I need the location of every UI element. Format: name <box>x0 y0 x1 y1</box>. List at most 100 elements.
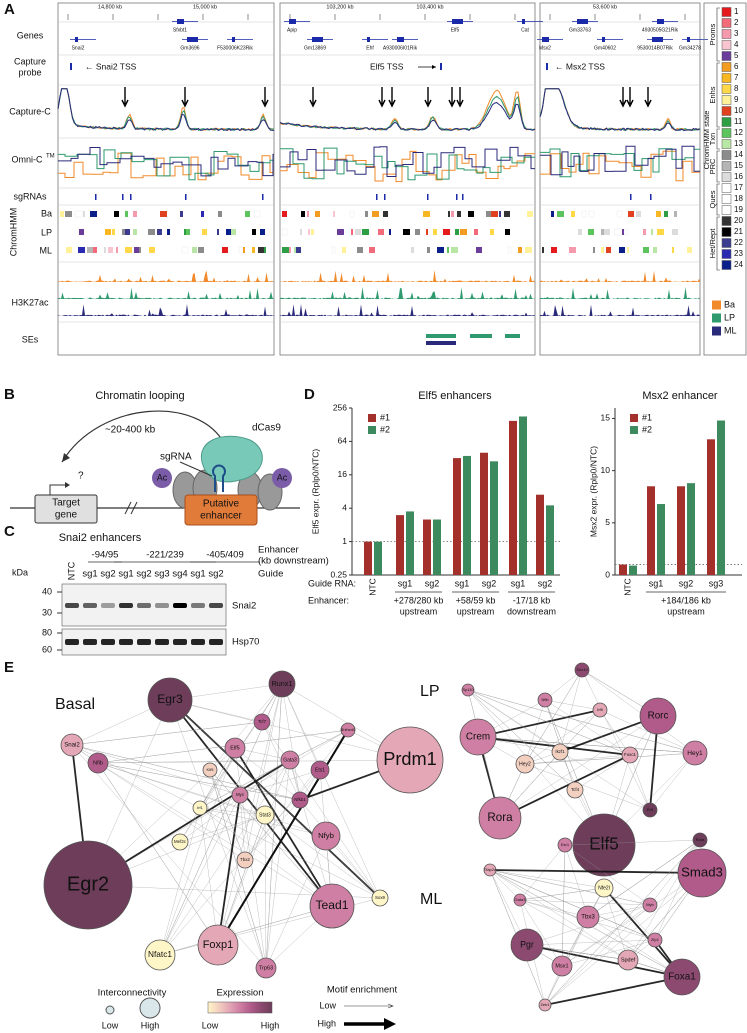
network-edge <box>581 669 696 754</box>
y-tick-label: 1 <box>342 536 347 546</box>
network-edge <box>217 814 266 946</box>
state-group: Het/Rept <box>708 228 717 259</box>
network-edge <box>526 944 683 978</box>
chromhmm-segment <box>180 211 183 217</box>
node-label: Sox9 <box>375 895 386 900</box>
network-node <box>647 932 663 948</box>
size-key <box>105 1005 115 1015</box>
state-label: 23 <box>734 249 743 258</box>
network-edge <box>561 844 566 967</box>
network-node <box>594 878 614 898</box>
network-edge <box>97 762 266 816</box>
network-node <box>268 670 296 698</box>
network-edge <box>489 869 656 941</box>
super-enhancer <box>470 334 492 338</box>
tss-bent-arrow <box>49 484 68 495</box>
chromhmm-segment <box>282 247 289 253</box>
network-edge <box>265 759 291 969</box>
state-label: 10 <box>734 106 743 115</box>
bar <box>629 565 637 575</box>
node-label: Nfkb1 <box>294 797 306 802</box>
chromhmm-segment <box>198 247 204 253</box>
chart-title: Elf5 enhancers <box>418 390 492 402</box>
chromhmm-segment <box>192 247 197 253</box>
sample-label: LP <box>724 312 735 322</box>
c-lane: sg2 <box>100 569 115 580</box>
chromhmm-segment <box>93 247 97 253</box>
gene-name: Gm13869 <box>304 45 326 51</box>
state-swatch <box>721 227 732 237</box>
hsp70-band <box>65 639 79 645</box>
chromhmm-segment <box>308 229 310 235</box>
chromhmm-segment <box>264 247 266 253</box>
state-label: 12 <box>734 128 743 137</box>
chromhmm-segment <box>636 211 641 217</box>
probe <box>440 63 442 70</box>
network-edge <box>467 689 561 753</box>
hsp70-band <box>173 639 187 645</box>
capture-c-signal <box>57 88 275 132</box>
network-edge <box>599 709 696 754</box>
x-tick-label: sg2 <box>538 578 553 588</box>
coord-label: 14,800 kb <box>98 4 122 10</box>
network-edge <box>524 754 631 765</box>
network-node <box>538 998 552 1012</box>
track-label: LP <box>41 227 52 237</box>
node-label: Sox10 <box>576 667 588 672</box>
network-edge <box>524 752 696 765</box>
network-edge <box>603 887 629 961</box>
network-edge <box>97 762 301 801</box>
x-tick-label: sg2 <box>679 578 694 588</box>
group-label: +184/186 kb <box>661 595 711 605</box>
state-label: 24 <box>734 260 743 269</box>
network-edge <box>199 807 381 899</box>
track-label: ChromHMM <box>8 208 18 257</box>
network-edge <box>519 887 605 901</box>
bar <box>490 461 498 575</box>
network-edge <box>265 683 283 969</box>
network-edge <box>97 762 327 837</box>
bar <box>657 504 665 575</box>
network-edge <box>97 762 219 946</box>
state-swatch <box>721 84 732 94</box>
c-lane: sg2 <box>208 569 223 580</box>
chromhmm-segment <box>507 246 512 254</box>
network-node <box>566 781 584 799</box>
chromhmm-segment <box>613 228 622 236</box>
sample-label: Ba <box>724 299 735 309</box>
gene-name: Gm34278 <box>679 45 701 51</box>
node-label: Nfe2l <box>598 885 610 891</box>
network-edge <box>71 744 301 801</box>
chromhmm-segment <box>656 211 661 217</box>
legend-low: Low <box>202 1020 219 1030</box>
state-label: 14 <box>734 150 743 159</box>
gene-name: Sfxbt1 <box>173 27 187 33</box>
chromhmm-segment <box>245 211 250 217</box>
chromhmm-segment <box>601 247 604 253</box>
track-label: Genes <box>17 30 44 40</box>
chromhmm-segment <box>337 229 344 235</box>
state-label: 4 <box>734 40 739 49</box>
node-label: Foxc1 <box>624 752 637 757</box>
network-edge <box>524 669 583 765</box>
bar <box>364 541 372 575</box>
peak-arrow <box>626 87 634 108</box>
x-tick-label: sg3 <box>709 578 724 588</box>
chromhmm-segment <box>253 210 261 218</box>
bar <box>374 541 382 575</box>
b-enhancer: enhancer <box>200 511 242 522</box>
x-tick-label: NTC <box>367 578 377 595</box>
peak-arrow <box>121 87 129 108</box>
network-edge <box>561 904 651 967</box>
gene-name: Cat <box>521 27 529 33</box>
node-label: Nfatc1 <box>148 949 172 959</box>
chromhmm-segment <box>114 211 119 217</box>
network-edge <box>519 899 563 967</box>
chromhmm-segment <box>294 247 296 253</box>
sgrna-mark <box>185 194 187 200</box>
chromhmm-segment <box>133 229 137 235</box>
network-edge <box>209 769 246 861</box>
state-swatch <box>721 73 732 83</box>
node-label: Elf5 <box>589 835 618 854</box>
